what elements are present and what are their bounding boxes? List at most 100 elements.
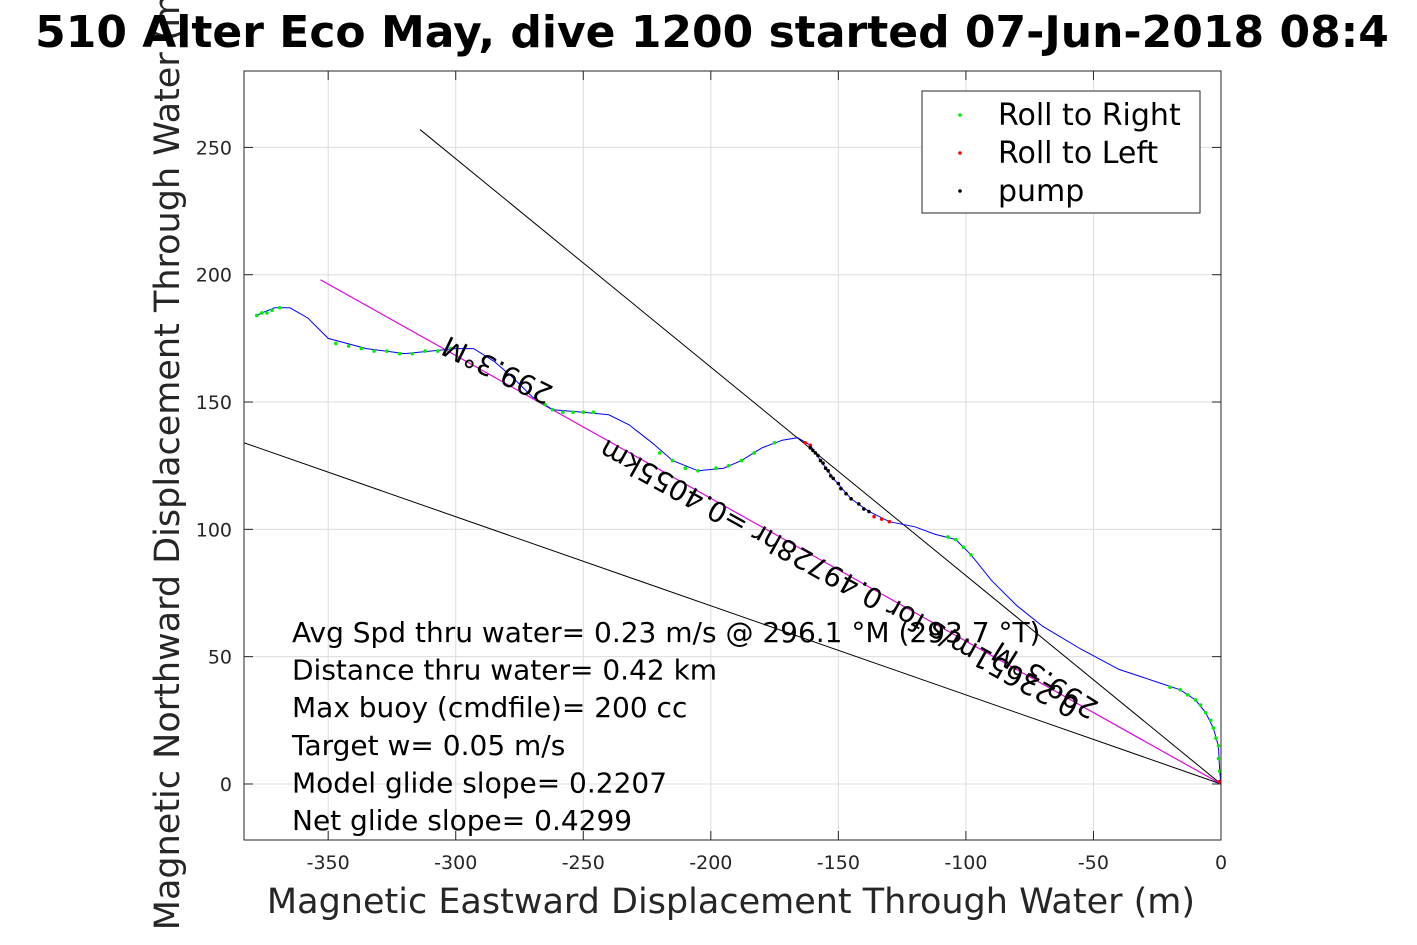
pump-point xyxy=(828,474,833,478)
x-tick-label: -250 xyxy=(562,852,605,874)
y-tick-label: 150 xyxy=(196,392,232,414)
pump-point xyxy=(826,468,830,473)
roll-right-point xyxy=(581,410,586,415)
annotation-line: Target w= 0.05 m/s xyxy=(291,729,565,762)
roll-right-point xyxy=(346,344,351,348)
pump-point xyxy=(867,509,871,514)
track-line xyxy=(256,307,1222,785)
roll-right-point xyxy=(397,351,402,356)
roll-right-point xyxy=(410,351,415,356)
roll-right-point xyxy=(961,545,966,549)
roll-right-point xyxy=(1211,726,1216,730)
roll-right-point xyxy=(1198,703,1203,707)
roll-right-point xyxy=(265,311,269,315)
roll-right-point xyxy=(1186,693,1190,697)
pump-point xyxy=(839,486,843,491)
x-tick-label: -350 xyxy=(307,852,350,874)
legend-pump-marker xyxy=(958,189,962,193)
y-tick-label: 50 xyxy=(208,647,232,669)
reference-line xyxy=(243,442,1222,785)
legend-roll-left-label: Roll to Left xyxy=(998,136,1158,171)
roll-right-point xyxy=(657,451,662,455)
y-axis-label: Magnetic Northward Displacement Through … xyxy=(148,0,188,930)
annotation-line: Model glide slope= 0.2207 xyxy=(292,766,667,799)
roll-right-point xyxy=(726,463,731,468)
annotation-line: Distance thru water= 0.42 km xyxy=(292,654,717,687)
pump-point xyxy=(856,502,861,506)
roll-left-point xyxy=(808,443,813,448)
x-tick-label: -200 xyxy=(689,852,732,874)
roll-right-point xyxy=(969,553,973,557)
pump-point xyxy=(813,451,818,455)
pump-point xyxy=(836,481,841,486)
pump-point xyxy=(849,496,853,501)
roll-right-point xyxy=(772,440,777,445)
pump-point xyxy=(821,461,825,465)
legend-roll-left-marker xyxy=(958,151,962,155)
ticks: -350 -300 -250 -200 -150 -100 -50 0 0 50 100 150 200… xyxy=(196,71,1227,874)
roll-left-point xyxy=(887,519,892,524)
reference-line xyxy=(320,279,1222,785)
axes-box xyxy=(243,70,1222,841)
pump-point xyxy=(808,446,813,450)
pump-point xyxy=(862,507,866,511)
roll-right-point xyxy=(1208,718,1213,723)
reference-line xyxy=(419,129,1222,785)
roll-right-point xyxy=(372,349,376,353)
x-tick-label: -150 xyxy=(817,852,860,874)
y-tick-label: 250 xyxy=(196,137,232,159)
roll-right-point xyxy=(1214,736,1218,740)
roll-right-point xyxy=(448,346,453,351)
roll-right-point xyxy=(1203,710,1208,715)
roll-right-point xyxy=(260,311,264,315)
roll-left-point xyxy=(879,517,884,521)
pump-point xyxy=(818,458,823,463)
roll-right-point xyxy=(670,458,675,463)
roll-right-point xyxy=(1168,685,1172,690)
annotation-line: Avg Spd thru water= 0.23 m/s @ 296.1 °M … xyxy=(292,616,1040,649)
x-tick-label: 0 xyxy=(1215,852,1227,874)
roll-right-point xyxy=(550,407,555,412)
legend-roll-right-marker xyxy=(958,113,962,117)
roll-right-point xyxy=(254,313,259,318)
chart-title: 510 Alter Eco May, dive 1200 started 07-… xyxy=(35,7,1389,58)
legend-roll-right-label: Roll to Right xyxy=(998,98,1181,133)
pump-point xyxy=(831,476,836,481)
roll-right-point xyxy=(953,537,958,542)
roll-right-point xyxy=(1193,698,1198,702)
roll-right-point xyxy=(423,349,427,353)
roll-right-point xyxy=(683,466,688,471)
roll-right-point xyxy=(334,341,338,346)
x-tick-label: -100 xyxy=(944,852,987,874)
annotation-line: Max buoy (cmdfile)= 200 cc xyxy=(292,691,687,724)
roll-right-point xyxy=(270,308,274,313)
roll-right-point xyxy=(591,410,596,415)
roll-left-point xyxy=(872,514,876,519)
roll-right-point xyxy=(571,410,575,415)
y-tick-label: 0 xyxy=(220,774,232,796)
pump-point xyxy=(823,466,828,471)
roll-right-point xyxy=(1178,687,1182,692)
x-axis-label: Magnetic Eastward Displacement Through W… xyxy=(267,882,1195,922)
pump-point xyxy=(844,491,848,496)
roll-right-point xyxy=(752,451,756,455)
x-tick-label: -300 xyxy=(434,852,477,874)
roll-right-point xyxy=(1216,743,1221,748)
roll-right-point xyxy=(277,306,282,310)
roll-right-point xyxy=(946,535,950,539)
legend: Roll to Right Roll to Left pump xyxy=(921,90,1201,214)
pump-point xyxy=(816,453,820,458)
legend-box xyxy=(921,90,1201,214)
roll-right-point xyxy=(561,410,565,415)
track-layer xyxy=(256,307,1222,785)
roll-right-point xyxy=(1216,756,1221,761)
y-tick-label: 200 xyxy=(196,265,232,287)
roll-right-point xyxy=(714,466,718,471)
legend-pump-label: pump xyxy=(998,174,1084,209)
x-tick-label: -50 xyxy=(1078,852,1109,874)
roll-right-point xyxy=(385,349,389,353)
pump-point xyxy=(811,448,815,453)
roll-right-point xyxy=(436,349,440,353)
roll-right-point xyxy=(696,468,700,473)
